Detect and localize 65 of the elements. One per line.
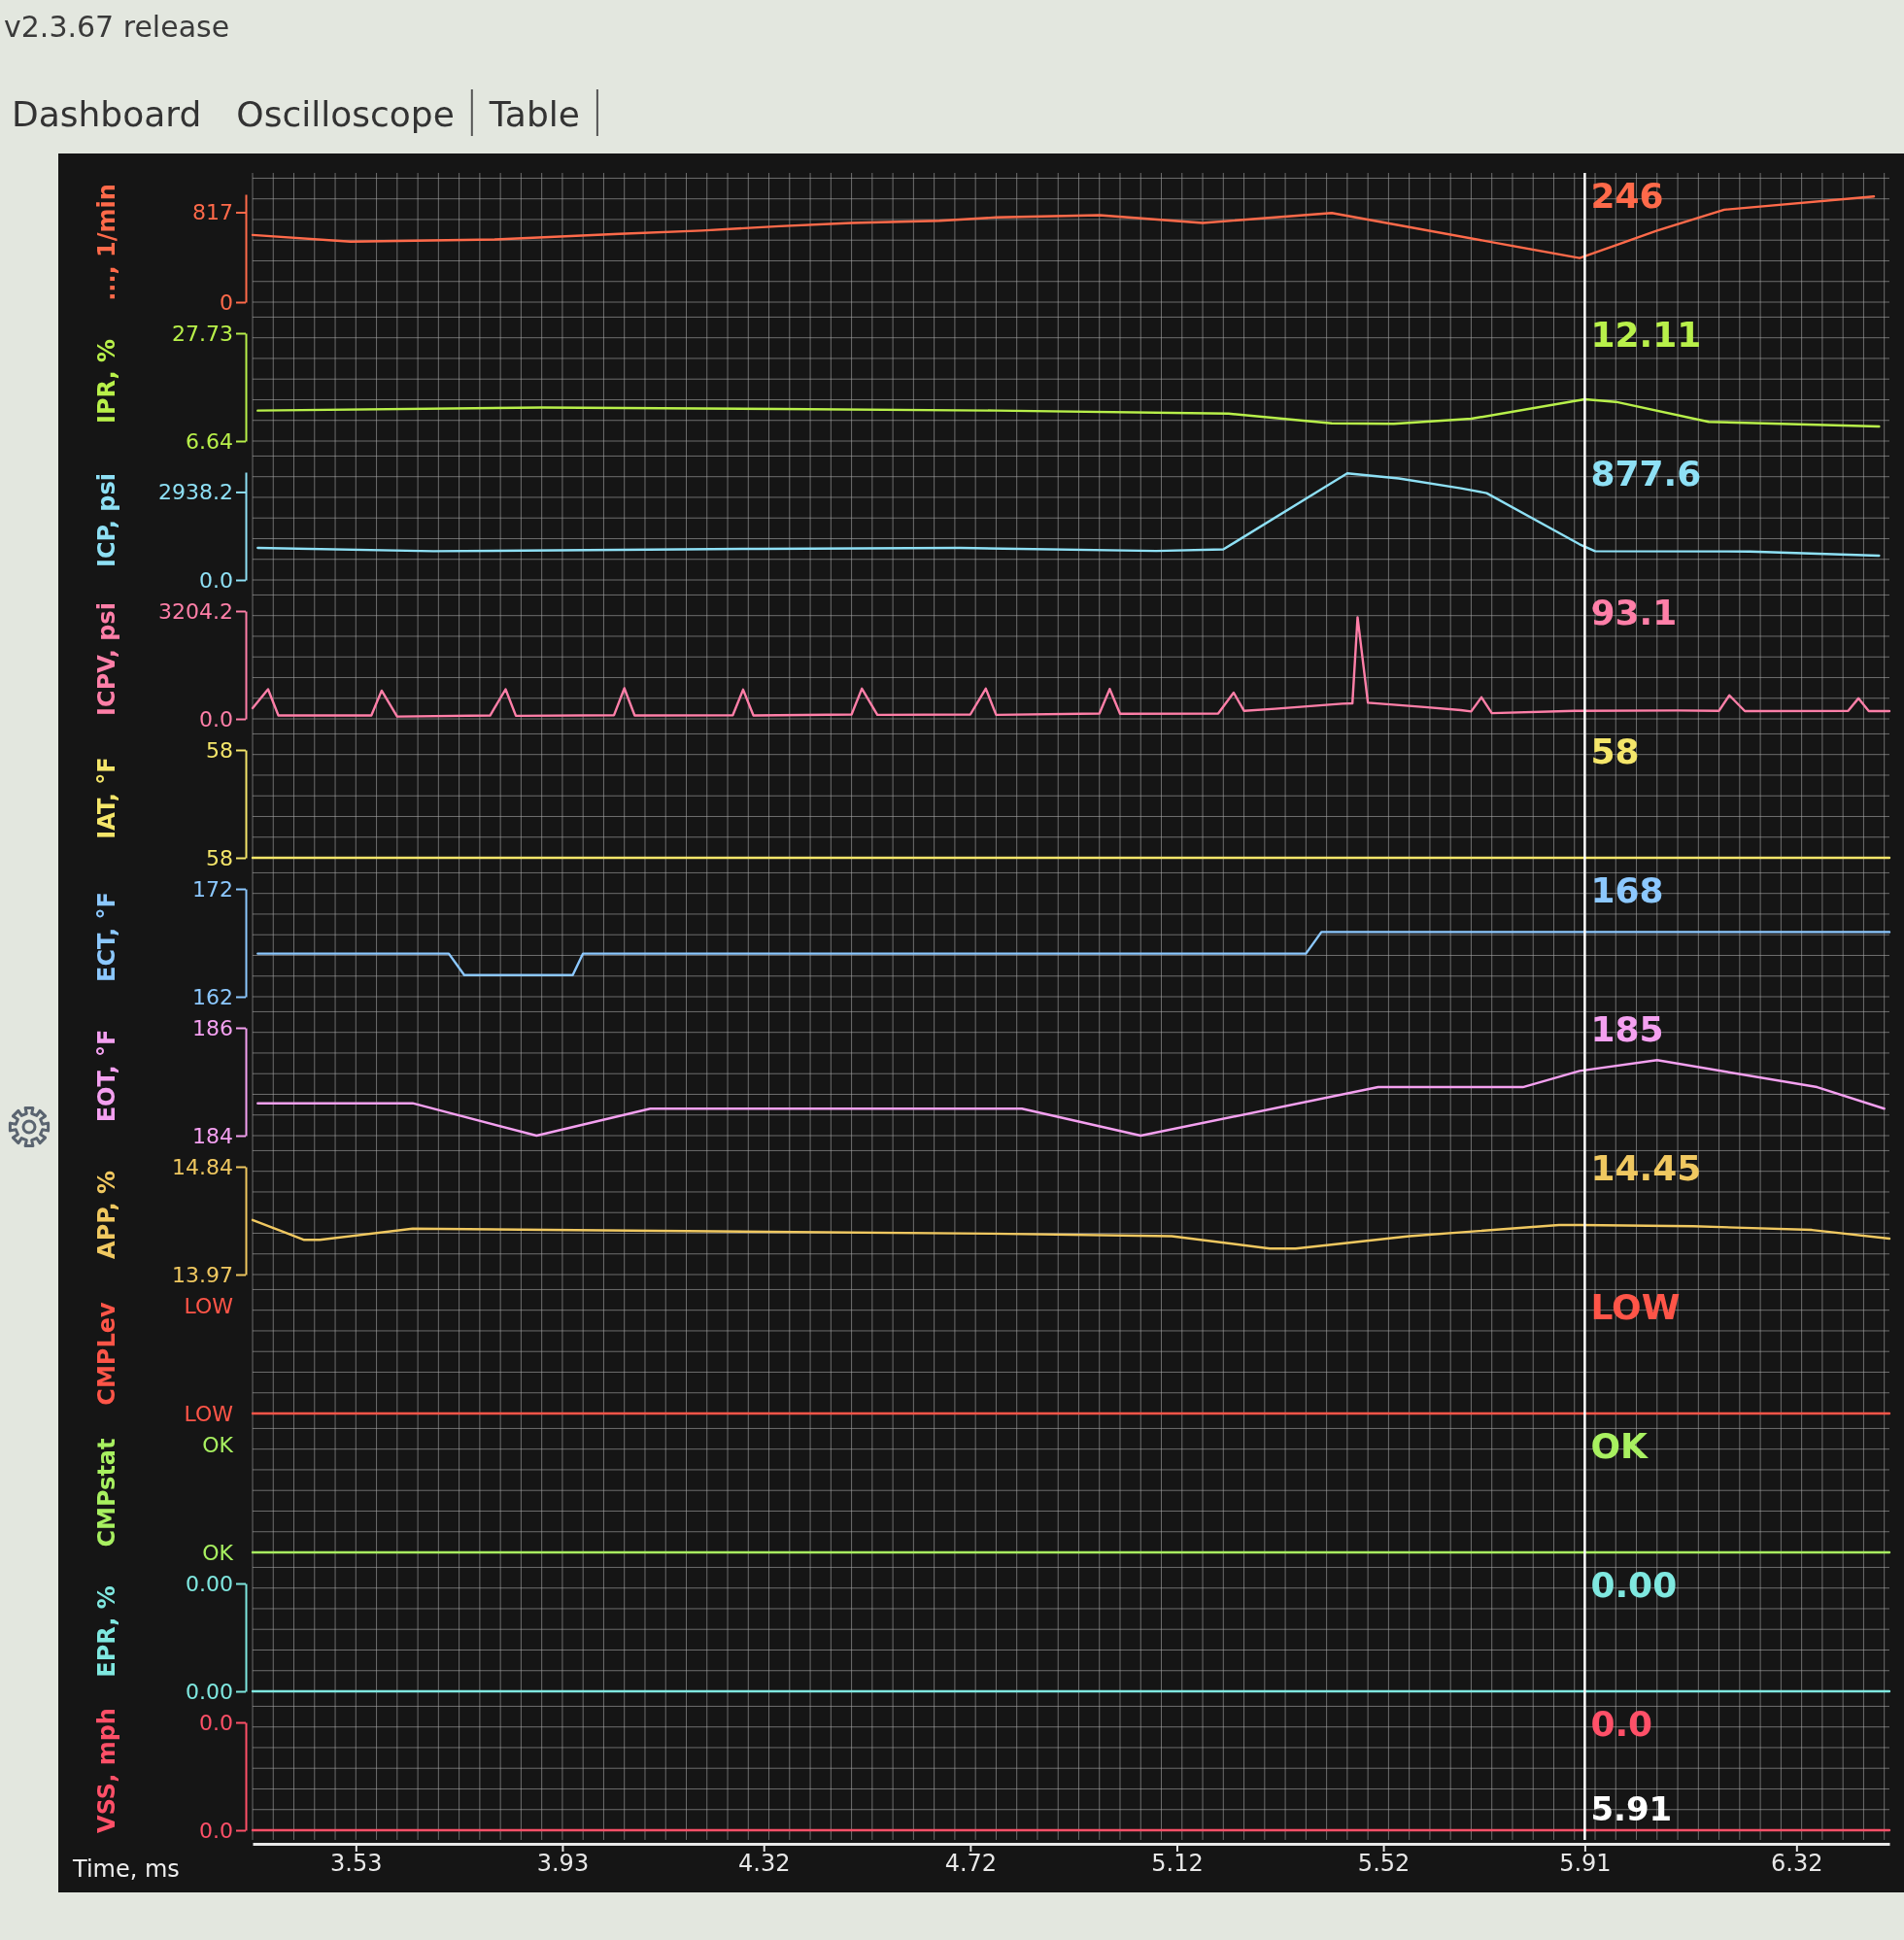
y-axis-title: VSS, mph [93, 1708, 120, 1833]
y-tick-label: 3204.2 [158, 598, 233, 624]
y-tick-label: 184 [192, 1123, 233, 1148]
y-tick-label: 58 [206, 845, 233, 870]
annotation: 14.45 [1590, 1148, 1702, 1188]
y-tick-label: 14.84 [172, 1154, 233, 1179]
y-tick-label: 162 [192, 984, 233, 1009]
y-axis-title: EOT, °F [93, 1029, 120, 1123]
y-axis-title: ..., 1/min [93, 184, 120, 301]
y-axis-title: ECT, °F [93, 892, 120, 982]
y-tick-label: 27.73 [172, 321, 233, 346]
annotation: 168 [1590, 870, 1664, 910]
text: CMPstat [93, 1438, 120, 1548]
text: OK [202, 1540, 234, 1565]
x-axis-title: Time, ms [72, 1855, 180, 1883]
x-tick-label: 5.52 [1357, 1850, 1411, 1878]
text: CMPLev [93, 1302, 120, 1406]
annotation: 12.11 [1590, 315, 1702, 355]
annotation: 246 [1590, 176, 1664, 216]
y-tick-label: 0.0 [199, 1818, 233, 1843]
y-tick-label: 172 [192, 876, 233, 902]
y-tick-label: 2938.2 [158, 479, 233, 504]
annotation: 93.1 [1590, 593, 1678, 632]
y-tick-label: 0.00 [186, 1679, 233, 1704]
text: Table [488, 94, 580, 134]
y-axis-title: EPR, % [93, 1585, 120, 1678]
line-series [251, 1218, 1891, 1250]
text: LOW [184, 1293, 234, 1318]
y-axis-title: IPR, % [93, 339, 120, 424]
annotation: 0.0 [1590, 1704, 1653, 1744]
annotation: 0.00 [1590, 1565, 1678, 1605]
y-axis-title: IAT, °F [93, 757, 120, 839]
y-tick-label: 13.97 [172, 1262, 233, 1287]
y-tick-label: 186 [192, 1015, 233, 1040]
text: LOW [1590, 1287, 1681, 1327]
annotation: 185 [1590, 1009, 1664, 1049]
text: LOW [184, 1401, 234, 1426]
x-tick-label: 4.32 [738, 1850, 791, 1878]
y-tick-label: 0.0 [199, 706, 233, 732]
line-series [256, 1059, 1886, 1138]
x-tick-label: 5.91 [1559, 1850, 1612, 1878]
y-axis-title: ICP, psi [93, 473, 120, 567]
annotation: 877.6 [1590, 454, 1702, 494]
y-tick-label: 0 [220, 289, 233, 315]
text: Dashboard [12, 94, 202, 134]
text: OK [1590, 1426, 1649, 1466]
y-tick-label: 0.00 [186, 1571, 233, 1596]
x-tick-label: 4.72 [944, 1850, 998, 1878]
line-series [256, 397, 1881, 428]
ref-line-label: 5.91 [1590, 1789, 1673, 1828]
text: Oscilloscope [236, 94, 455, 134]
y-tick-label: 0.0 [199, 567, 233, 593]
y-tick-label: 0.0 [199, 1710, 233, 1735]
y-axis-title: ICPV, psi [93, 602, 120, 716]
x-tick-label: 3.93 [536, 1850, 590, 1878]
y-tick-label: 817 [192, 200, 233, 224]
y-tick-label: 58 [206, 737, 233, 763]
x-tick-label: 5.12 [1151, 1850, 1204, 1878]
text: v2.3.67 release [4, 10, 230, 44]
x-tick-label: 3.53 [330, 1850, 383, 1878]
annotation: 58 [1590, 732, 1640, 771]
x-tick-label: 6.32 [1771, 1850, 1823, 1878]
text: OK [202, 1432, 234, 1457]
y-axis-title: APP, % [93, 1171, 120, 1259]
y-tick-label: 6.64 [186, 428, 233, 454]
